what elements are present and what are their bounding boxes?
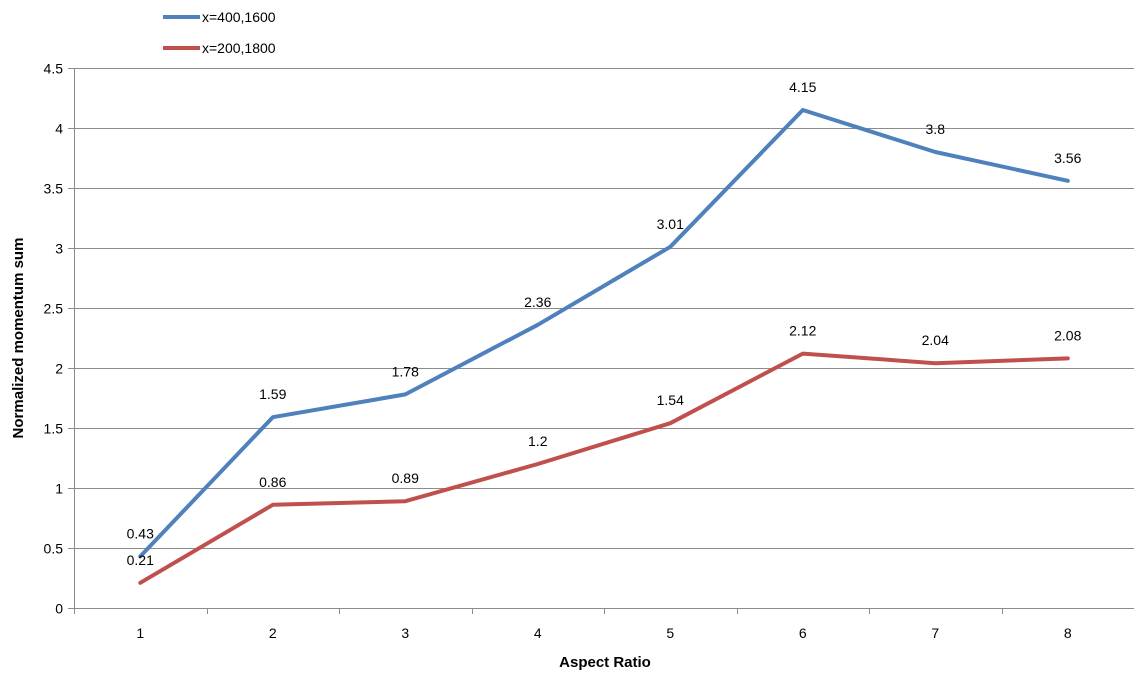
series-line-1 bbox=[138, 108, 1070, 559]
series-line-2 bbox=[138, 351, 1070, 585]
legend: x=400,1600 x=200,1800 bbox=[163, 9, 276, 56]
x-tick-label: 8 bbox=[1064, 625, 1072, 641]
y-tick-label: 2.5 bbox=[44, 301, 64, 317]
y-tick-label: 2 bbox=[55, 361, 63, 377]
data-label: 1.54 bbox=[657, 392, 684, 408]
data-label: 2.36 bbox=[524, 294, 551, 310]
legend-label-1: x=400,1600 bbox=[202, 9, 276, 25]
axes: 0 0.5 1 1.5 2 2.5 3 3.5 4 4.5 1 2 3 4 5 6 7 8 bbox=[44, 61, 1134, 641]
data-label: 0.21 bbox=[127, 552, 154, 568]
x-tick-label: 1 bbox=[136, 625, 144, 641]
y-tick-label: 4.5 bbox=[44, 61, 64, 77]
x-tick-label: 4 bbox=[534, 625, 542, 641]
data-label: 2.04 bbox=[922, 332, 949, 348]
y-tick-label: 4 bbox=[55, 121, 63, 137]
data-label: 2.12 bbox=[789, 323, 816, 339]
data-label: 1.2 bbox=[528, 433, 548, 449]
y-tick-label: 3 bbox=[55, 241, 63, 257]
gridlines bbox=[74, 68, 1134, 549]
data-label: 0.43 bbox=[127, 525, 154, 541]
x-tick-label: 5 bbox=[666, 625, 674, 641]
data-label: 0.89 bbox=[392, 470, 419, 486]
y-tick-label: 1 bbox=[55, 481, 63, 497]
legend-label-2: x=200,1800 bbox=[202, 40, 276, 56]
x-tick-label: 3 bbox=[401, 625, 409, 641]
y-tick-label: 1.5 bbox=[44, 421, 64, 437]
x-tick-label: 7 bbox=[931, 625, 939, 641]
data-label: 2.08 bbox=[1054, 327, 1081, 343]
y-tick-label: 0.5 bbox=[44, 541, 64, 557]
y-tick-label: 0 bbox=[55, 601, 63, 617]
data-label: 3.8 bbox=[926, 121, 946, 137]
data-label: 1.78 bbox=[392, 363, 419, 379]
series-lines bbox=[138, 108, 1070, 585]
x-tick-label: 2 bbox=[269, 625, 277, 641]
y-tick-label: 3.5 bbox=[44, 181, 64, 197]
data-labels: 0.43 1.59 1.78 2.36 3.01 4.15 3.8 3.56 0.21 0.86 0… bbox=[127, 79, 1082, 568]
y-axis-title: Normalized momentum sum bbox=[10, 238, 27, 439]
data-label: 3.56 bbox=[1054, 150, 1081, 166]
x-tick-label: 6 bbox=[799, 625, 807, 641]
data-label: 0.86 bbox=[259, 474, 286, 490]
data-label: 3.01 bbox=[657, 216, 684, 232]
data-label: 4.15 bbox=[789, 79, 816, 95]
x-axis-title: Aspect Ratio bbox=[559, 654, 651, 671]
data-label: 1.59 bbox=[259, 386, 286, 402]
